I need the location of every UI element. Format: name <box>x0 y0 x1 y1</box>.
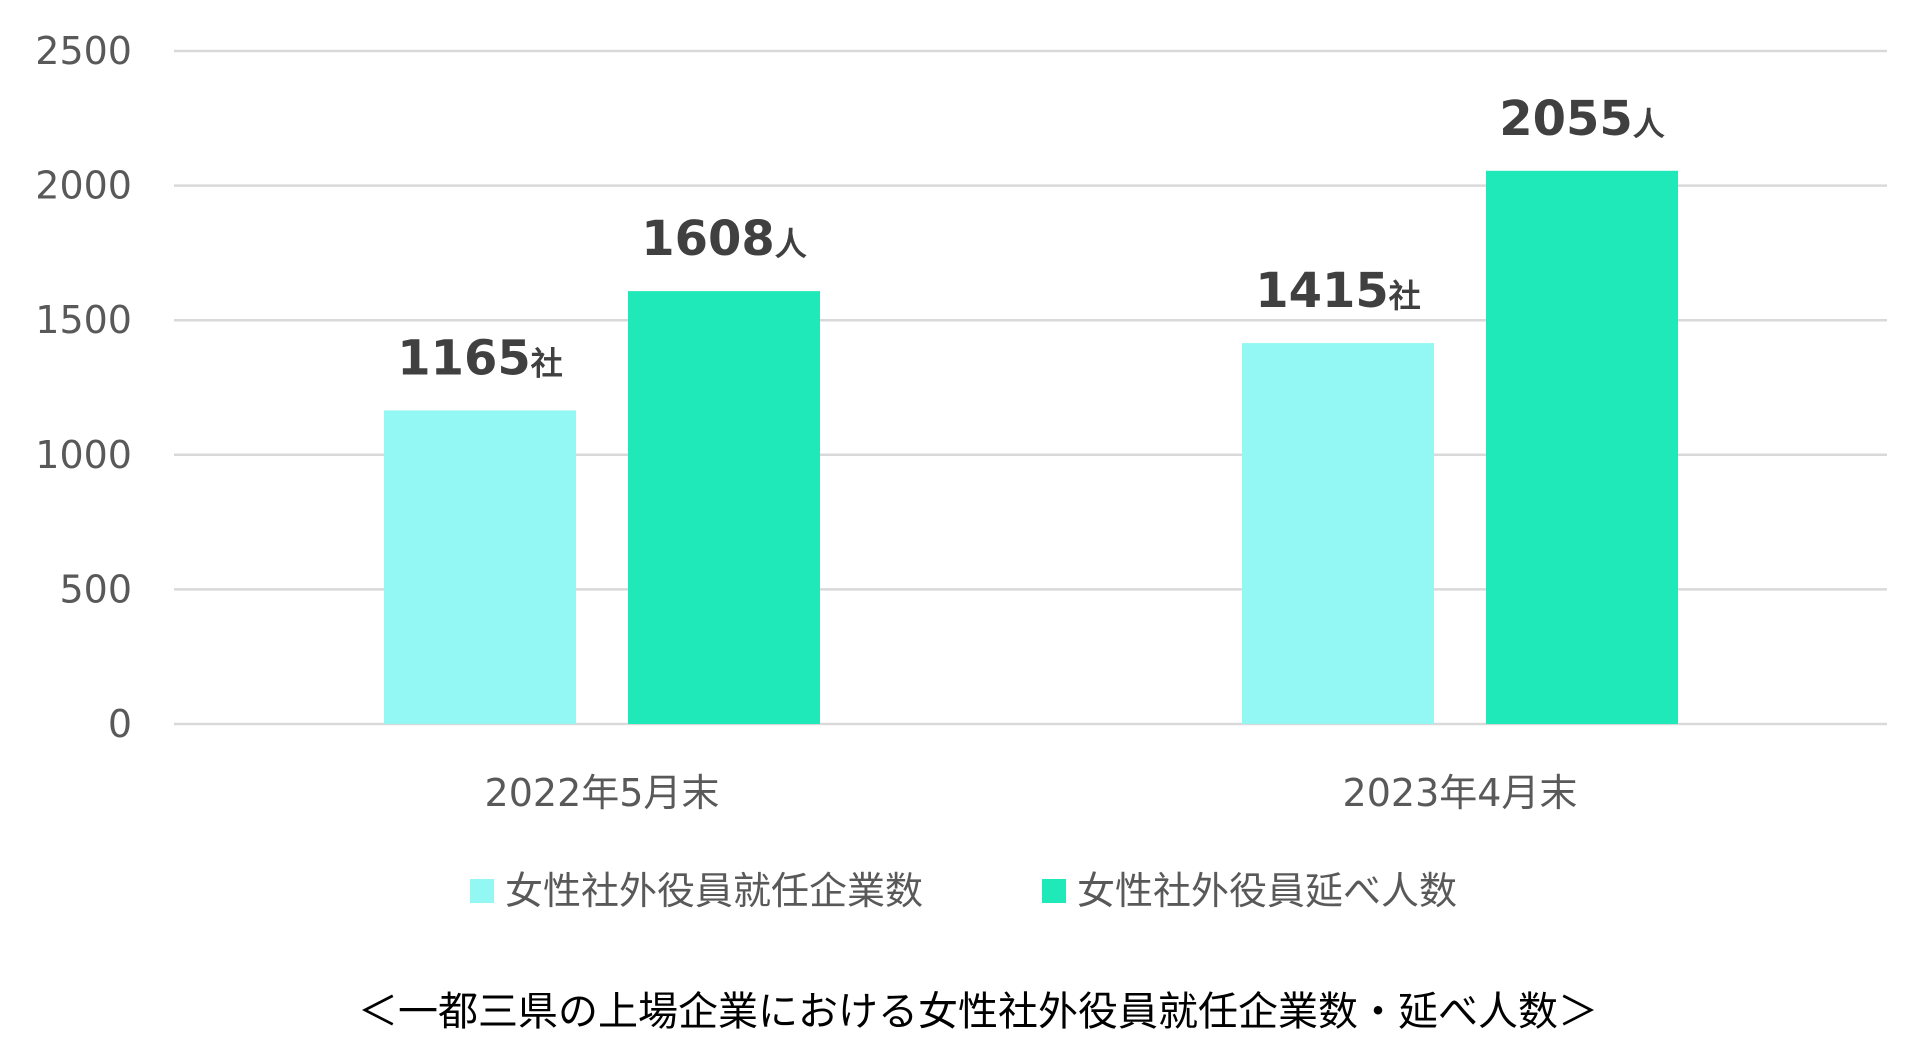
y-tick-label-2000: 2000 <box>35 164 132 208</box>
data-label-2-2: 2055人 <box>1499 91 1665 147</box>
legend-swatch <box>470 879 494 903</box>
bar-1-1 <box>384 410 576 724</box>
bar-1-2 <box>628 291 820 724</box>
x-category-label-1: 2022年5月末 <box>485 771 720 815</box>
x-axis-category-labels: 2022年5月末 2023年4月末 <box>485 771 1578 815</box>
y-tick-label-2500: 2500 <box>35 29 132 73</box>
data-label-2-1: 1415社 <box>1255 263 1421 319</box>
legend-label: 女性社外役員延べ人数 <box>1077 869 1457 913</box>
legend: 女性社外役員就任企業数 女性社外役員延べ人数 <box>470 869 1457 913</box>
data-label-unit: 人 <box>1633 105 1665 143</box>
y-tick-label-1500: 1500 <box>35 298 132 342</box>
data-label-unit: 社 <box>1389 277 1421 315</box>
legend-item-1: 女性社外役員就任企業数 <box>470 869 923 913</box>
data-label-unit: 社 <box>531 344 563 382</box>
y-tick-label-0: 0 <box>108 702 132 746</box>
data-label-value: 2055 <box>1499 91 1633 147</box>
x-category-label-2: 2023年4月末 <box>1343 771 1578 815</box>
chart-caption: ＜一都三県の上場企業における女性社外役員就任企業数・延べ人数＞ <box>358 989 1598 1035</box>
legend-swatch <box>1042 879 1066 903</box>
y-axis-tick-labels: 0 500 1000 1500 2000 2500 <box>35 29 132 746</box>
bar-2-2 <box>1486 170 1678 724</box>
bar-2-1 <box>1242 343 1434 724</box>
data-label-1-1: 1165社 <box>397 330 563 386</box>
legend-item-2: 女性社外役員延べ人数 <box>1042 869 1457 913</box>
data-label-value: 1415 <box>1255 263 1389 319</box>
data-label-value: 1608 <box>641 211 775 267</box>
legend-label: 女性社外役員就任企業数 <box>505 869 923 913</box>
y-tick-label-500: 500 <box>59 567 132 611</box>
bars <box>384 170 1678 724</box>
y-tick-label-1000: 1000 <box>35 433 132 477</box>
data-label-unit: 人 <box>775 225 807 263</box>
data-label-1-2: 1608人 <box>641 211 807 267</box>
data-label-value: 1165 <box>397 330 531 386</box>
